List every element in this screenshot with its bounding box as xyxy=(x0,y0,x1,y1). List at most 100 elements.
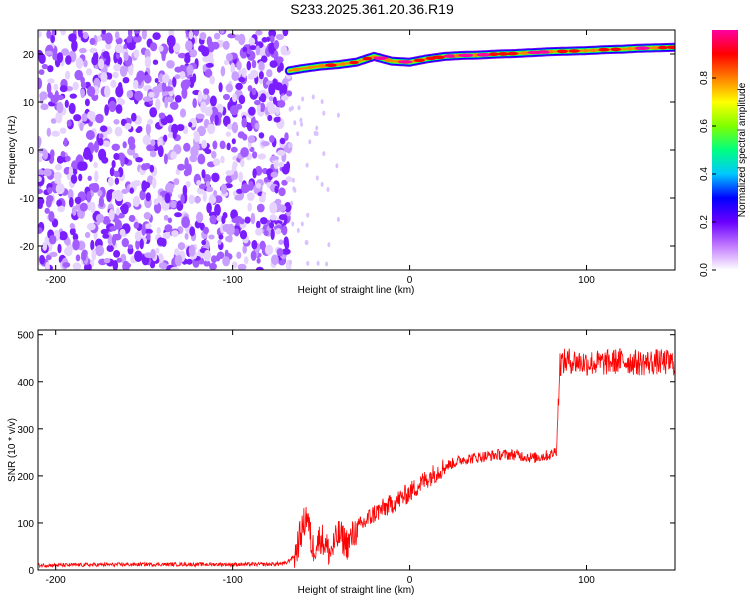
noise-blob xyxy=(268,96,274,102)
noise-speck xyxy=(306,212,310,218)
noise-blob xyxy=(205,181,211,188)
snr-y-label: SNR (10 * v/v) xyxy=(7,418,18,482)
noise-blob xyxy=(218,82,223,93)
noise-blob xyxy=(234,228,240,237)
snr-panel: -200 -100 0 100 0 100 200 300 400 500 Height of … xyxy=(7,329,676,596)
noise-blob xyxy=(199,32,207,41)
noise-blob xyxy=(116,257,122,263)
noise-blob xyxy=(64,246,73,257)
noise-blob xyxy=(39,254,45,265)
noise-blob xyxy=(269,135,275,143)
noise-blob xyxy=(281,95,289,101)
noise-blob xyxy=(262,77,269,89)
noise-blob xyxy=(281,225,288,236)
ridge-peak xyxy=(666,45,675,50)
noise-blob xyxy=(238,94,246,105)
noise-speck xyxy=(305,162,309,168)
noise-blob xyxy=(231,138,236,145)
noise-blob xyxy=(189,49,198,58)
noise-blob xyxy=(133,79,139,90)
noise-blob xyxy=(73,114,82,122)
noise-blob xyxy=(276,248,284,257)
noise-blob xyxy=(275,228,282,235)
noise-blob xyxy=(81,250,87,262)
spectrogram-y-label: Frequency (Hz) xyxy=(7,116,18,185)
noise-blob xyxy=(254,122,260,130)
noise-blob xyxy=(99,133,104,139)
spectrogram-y-tick-label: 20 xyxy=(23,50,35,61)
noise-blob xyxy=(282,30,289,37)
noise-blob xyxy=(271,254,279,266)
noise-blob xyxy=(177,163,186,171)
noise-blob xyxy=(111,160,116,169)
noise-blob xyxy=(177,242,186,251)
noise-blob xyxy=(274,82,283,91)
noise-blob xyxy=(60,30,67,36)
noise-blob xyxy=(107,176,114,187)
noise-blob xyxy=(144,252,153,258)
noise-blob xyxy=(64,99,69,108)
noise-blob xyxy=(48,211,55,223)
noise-blob xyxy=(38,30,42,38)
noise-blob xyxy=(197,153,206,165)
noise-speck xyxy=(301,96,305,102)
noise-blob xyxy=(196,211,204,223)
noise-blob xyxy=(256,203,265,213)
noise-blob xyxy=(152,177,157,189)
noise-blob xyxy=(112,71,119,79)
noise-blob xyxy=(162,232,171,240)
noise-blob xyxy=(176,124,185,131)
noise-blob xyxy=(204,148,212,155)
noise-blob xyxy=(113,153,120,160)
noise-blob xyxy=(246,184,251,192)
noise-blob xyxy=(131,112,137,122)
noise-blob xyxy=(255,266,264,270)
noise-blob xyxy=(239,218,245,225)
noise-blob xyxy=(38,227,43,234)
noise-blob xyxy=(59,231,68,241)
noise-blob xyxy=(113,250,121,258)
noise-blob xyxy=(68,33,77,42)
noise-blob xyxy=(150,248,156,259)
ridge-peak xyxy=(318,64,327,68)
noise-speck xyxy=(293,120,297,126)
noise-speck xyxy=(296,131,300,137)
noise-blob xyxy=(121,238,129,248)
noise-blob xyxy=(184,79,191,88)
noise-blob xyxy=(277,204,287,212)
noise-blob xyxy=(133,49,140,59)
noise-speck xyxy=(300,221,304,227)
noise-blob xyxy=(121,188,129,194)
noise-blob xyxy=(127,244,133,250)
noise-blob xyxy=(167,217,173,224)
noise-blob xyxy=(203,174,212,184)
noise-blob xyxy=(57,205,65,213)
noise-blob xyxy=(164,192,171,204)
noise-blob xyxy=(230,146,238,153)
noise-blob xyxy=(53,171,62,180)
noise-blob xyxy=(38,169,45,176)
noise-blob xyxy=(86,191,92,203)
noise-blob xyxy=(119,65,128,77)
noise-speck xyxy=(320,181,324,187)
noise-blob xyxy=(106,244,114,252)
noise-blob xyxy=(67,188,74,200)
noise-blob xyxy=(74,196,82,205)
noise-blob xyxy=(197,125,206,137)
noise-blob xyxy=(218,234,224,240)
noise-blob xyxy=(143,212,152,220)
noise-blob xyxy=(123,51,129,61)
noise-blob xyxy=(173,42,181,53)
noise-blob xyxy=(214,114,219,126)
noise-blob xyxy=(84,98,90,107)
noise-speck xyxy=(320,99,324,105)
noise-blob xyxy=(281,163,290,175)
noise-blob xyxy=(49,251,58,257)
noise-speck xyxy=(316,260,320,266)
noise-blob xyxy=(206,36,213,47)
noise-blob xyxy=(174,74,181,80)
ridge-peak xyxy=(536,50,552,54)
noise-blob xyxy=(158,262,168,270)
snr-line xyxy=(38,348,675,569)
noise-blob xyxy=(157,137,163,149)
